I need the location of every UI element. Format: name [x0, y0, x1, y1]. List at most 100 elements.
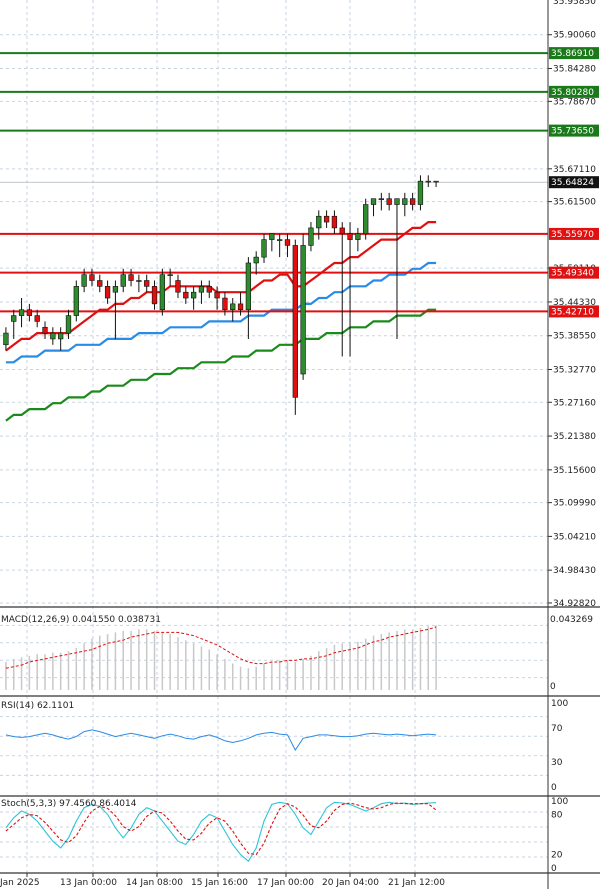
candle-body: [34, 315, 40, 322]
candle: [151, 280, 158, 310]
candle: [370, 198, 377, 217]
candle-body: [128, 274, 134, 281]
candle-body: [316, 215, 322, 229]
current-price-tag: [549, 176, 599, 189]
candle-body: [323, 215, 330, 223]
candle-body: [73, 286, 79, 316]
candle: [308, 222, 314, 252]
price-tick-label: 35.78670: [553, 97, 596, 107]
candle-body: [81, 274, 87, 287]
ma-fast-line: [5, 221, 437, 352]
candle: [230, 298, 236, 322]
level-tag-label: 35.80280: [551, 88, 594, 98]
candle: [11, 309, 17, 339]
price-tick-label: 35.38550: [553, 332, 596, 342]
candle: [198, 280, 205, 304]
candle: [58, 327, 64, 351]
candle: [73, 280, 79, 322]
candle-body: [347, 233, 353, 240]
candle: [65, 309, 72, 339]
stoch-title: Stoch(5,3,3) 97.4560 86.4014: [1, 799, 137, 809]
price-tick-label: 35.09990: [553, 499, 596, 509]
candle-body: [97, 280, 103, 287]
candle: [97, 274, 103, 293]
candle: [269, 233, 275, 252]
stoch-pane: Stoch(5,3,3) 97.4560 86.4014 100 80 20 0: [1, 797, 568, 874]
macd-pane: MACD(12,26,9) 0.041550 0.038731 0.043269 0: [1, 615, 593, 692]
candle: [120, 268, 126, 293]
macd-tick-label: 0: [550, 682, 556, 692]
price-tick-label: 35.61500: [553, 198, 596, 208]
level-tag-label: 35.55970: [551, 230, 594, 240]
candle: [81, 268, 87, 293]
candle: [89, 268, 95, 287]
candle: [183, 286, 189, 304]
candle: [136, 274, 142, 293]
rsi-tick-label: 100: [551, 699, 568, 709]
candle: [175, 274, 181, 299]
price-tick-label: 35.15600: [553, 466, 596, 476]
candle: [128, 268, 134, 287]
candle: [18, 298, 25, 328]
candle: [339, 222, 345, 357]
candle-body: [26, 309, 33, 316]
candle: [144, 274, 150, 293]
candle: [112, 280, 119, 339]
time-axis: Jan 2025 13 Jan 00:00 14 Jan 08:00 15 Jan 1…: [0, 873, 445, 888]
candle: [323, 210, 330, 228]
candle: [292, 239, 298, 415]
candle: [34, 309, 40, 328]
macd-signal-line: [5, 626, 437, 669]
candle: [214, 286, 220, 310]
candle-body: [89, 274, 95, 281]
price-tick-label: 35.27160: [553, 398, 596, 408]
time-tick-label: Jan 2025: [0, 878, 40, 888]
ma-slow-line: [5, 308, 437, 422]
candle: [222, 292, 228, 316]
candle: [104, 280, 111, 304]
candle-body: [300, 245, 306, 375]
candle-body: [277, 239, 283, 241]
candle: [42, 321, 48, 339]
level-tag: [549, 47, 599, 60]
candle: [417, 175, 424, 211]
candle-body: [331, 215, 338, 229]
candle-body: [190, 291, 197, 299]
candle: [50, 327, 56, 345]
candle-body: [42, 326, 48, 334]
level-tag-label: 35.73650: [551, 127, 594, 137]
price-tick-label: 35.67110: [553, 165, 596, 175]
candle-body: [292, 245, 298, 398]
candle: [206, 280, 212, 299]
candle: [300, 233, 306, 380]
stoch-d-line: [5, 802, 437, 856]
candle-body: [183, 291, 189, 299]
price-tick-label: 35.84280: [553, 64, 596, 74]
candle-body: [417, 180, 424, 205]
stoch-tick-label: 100: [551, 797, 568, 807]
candle-body: [50, 332, 56, 340]
candle-body: [386, 198, 392, 205]
stoch-tick-label: 0: [551, 864, 557, 874]
candle-body: [261, 239, 267, 258]
candle-body: [284, 239, 291, 246]
candle: [237, 292, 244, 316]
level-tag-label: 35.86910: [551, 49, 594, 59]
candle-body: [237, 303, 244, 311]
price-tick-label: 34.92820: [553, 599, 596, 609]
level-tag: [549, 266, 599, 279]
level-tag: [549, 124, 599, 137]
candle: [245, 257, 252, 339]
candle-body: [151, 286, 158, 305]
time-tick-label: 13 Jan 00:00: [60, 878, 117, 888]
candle: [159, 268, 165, 316]
time-tick-label: 21 Jan 12:00: [388, 878, 445, 888]
candle-body: [167, 274, 173, 276]
time-tick-label: 17 Jan 00:00: [257, 878, 314, 888]
candle: [433, 180, 439, 188]
candle-body: [144, 280, 150, 287]
macd-title: MACD(12,26,9) 0.041550 0.038731: [1, 615, 161, 625]
stoch-k-line: [5, 801, 437, 863]
candle-body: [214, 291, 220, 299]
candle: [253, 251, 259, 275]
